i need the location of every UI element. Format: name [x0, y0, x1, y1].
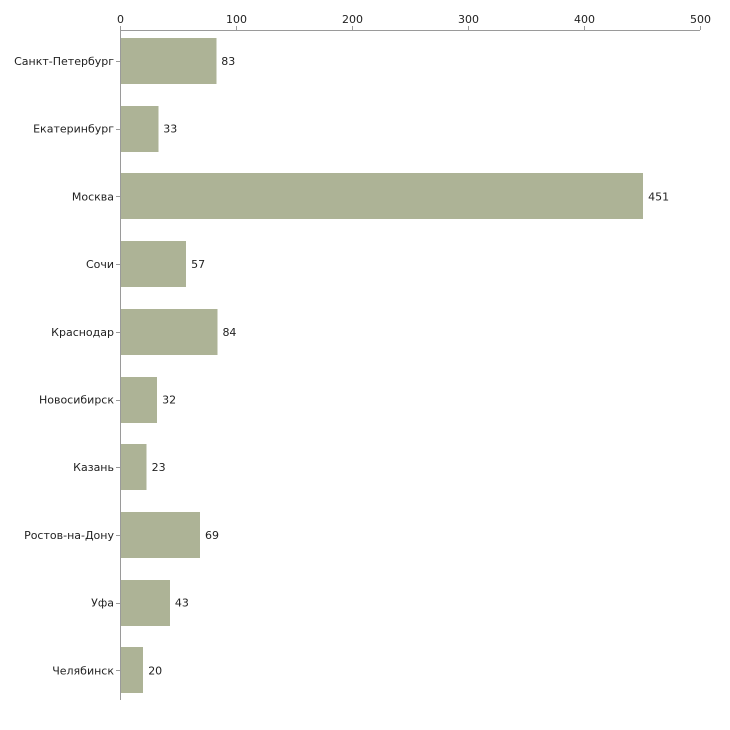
x-tick-label: 200 — [342, 13, 363, 26]
bar — [121, 444, 147, 490]
bars-group — [121, 38, 644, 693]
category-label: Казань — [73, 461, 114, 474]
category-label: Краснодар — [51, 326, 114, 339]
category-label: Москва — [72, 190, 114, 203]
data-label: 33 — [163, 123, 177, 136]
data-label: 69 — [205, 529, 219, 542]
y-axis — [116, 30, 121, 700]
bar — [121, 377, 158, 423]
data-label: 32 — [162, 394, 176, 407]
category-label: Екатеринбург — [33, 123, 114, 136]
bar — [121, 309, 218, 355]
data-label: 20 — [148, 664, 162, 677]
x-axis: 0 100 200 300 400 500 — [117, 13, 711, 31]
bar — [121, 241, 187, 287]
category-label: Челябинск — [52, 664, 114, 677]
x-tick-label: 0 — [117, 13, 124, 26]
x-tick-label: 100 — [226, 13, 247, 26]
bar — [121, 106, 159, 152]
data-label: 84 — [222, 326, 236, 339]
bar — [121, 647, 144, 693]
data-label: 57 — [191, 258, 205, 271]
x-tick-label: 400 — [574, 13, 595, 26]
data-labels: 83 33 451 57 84 32 23 69 43 20 — [148, 55, 669, 677]
category-label: Новосибирск — [39, 394, 114, 407]
bar — [121, 512, 201, 558]
data-label: 83 — [221, 55, 235, 68]
category-label: Уфа — [91, 597, 114, 610]
category-label: Ростов-на-Дону — [24, 529, 114, 542]
category-label: Санкт-Петербург — [14, 55, 114, 68]
data-label: 43 — [175, 597, 189, 610]
category-labels: Санкт-Петербург Екатеринбург Москва Сочи Кра… — [14, 55, 114, 677]
category-label: Сочи — [86, 258, 114, 271]
data-label: 451 — [648, 190, 669, 203]
bar — [121, 38, 217, 84]
data-label: 23 — [152, 461, 166, 474]
bar — [121, 173, 644, 219]
x-tick-label: 500 — [690, 13, 711, 26]
bar — [121, 580, 170, 626]
x-tick-label: 300 — [458, 13, 479, 26]
